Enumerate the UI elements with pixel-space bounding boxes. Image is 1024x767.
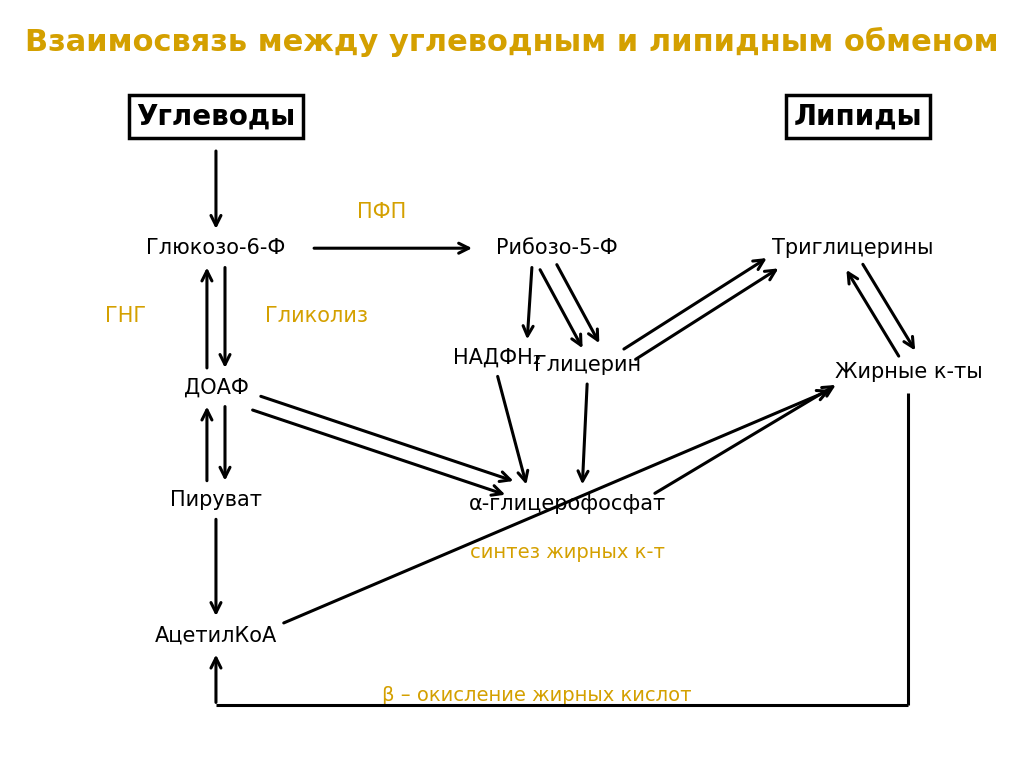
Text: Жирные к-ты: Жирные к-ты: [835, 362, 982, 382]
Text: ДОАФ: ДОАФ: [183, 377, 249, 397]
Text: Гликолиз: Гликолиз: [265, 306, 368, 326]
Text: Рибозо-5-Ф: Рибозо-5-Ф: [497, 239, 618, 258]
Text: Липиды: Липиды: [794, 103, 923, 130]
Text: АцетилКоА: АцетилКоА: [155, 625, 278, 645]
Text: Пируват: Пируват: [170, 490, 262, 510]
Text: Глицерин: Глицерин: [534, 354, 641, 375]
Text: Углеводы: Углеводы: [136, 103, 296, 130]
Text: ГНГ: ГНГ: [105, 306, 146, 326]
Text: Глюкозо-6-Ф: Глюкозо-6-Ф: [146, 239, 286, 258]
Text: α-глицерофосфат: α-глицерофосфат: [469, 494, 666, 514]
Text: β – окисление жирных кислот: β – окисление жирных кислот: [382, 686, 692, 705]
Text: ПФП: ПФП: [357, 202, 407, 222]
Text: синтез жирных к-т: синтез жирных к-т: [470, 543, 665, 562]
Text: Триглицерины: Триглицерины: [772, 239, 934, 258]
Text: НАДФН₂: НАДФН₂: [453, 347, 541, 367]
Text: Взаимосвязь между углеводным и липидным обменом: Взаимосвязь между углеводным и липидным …: [26, 27, 998, 57]
